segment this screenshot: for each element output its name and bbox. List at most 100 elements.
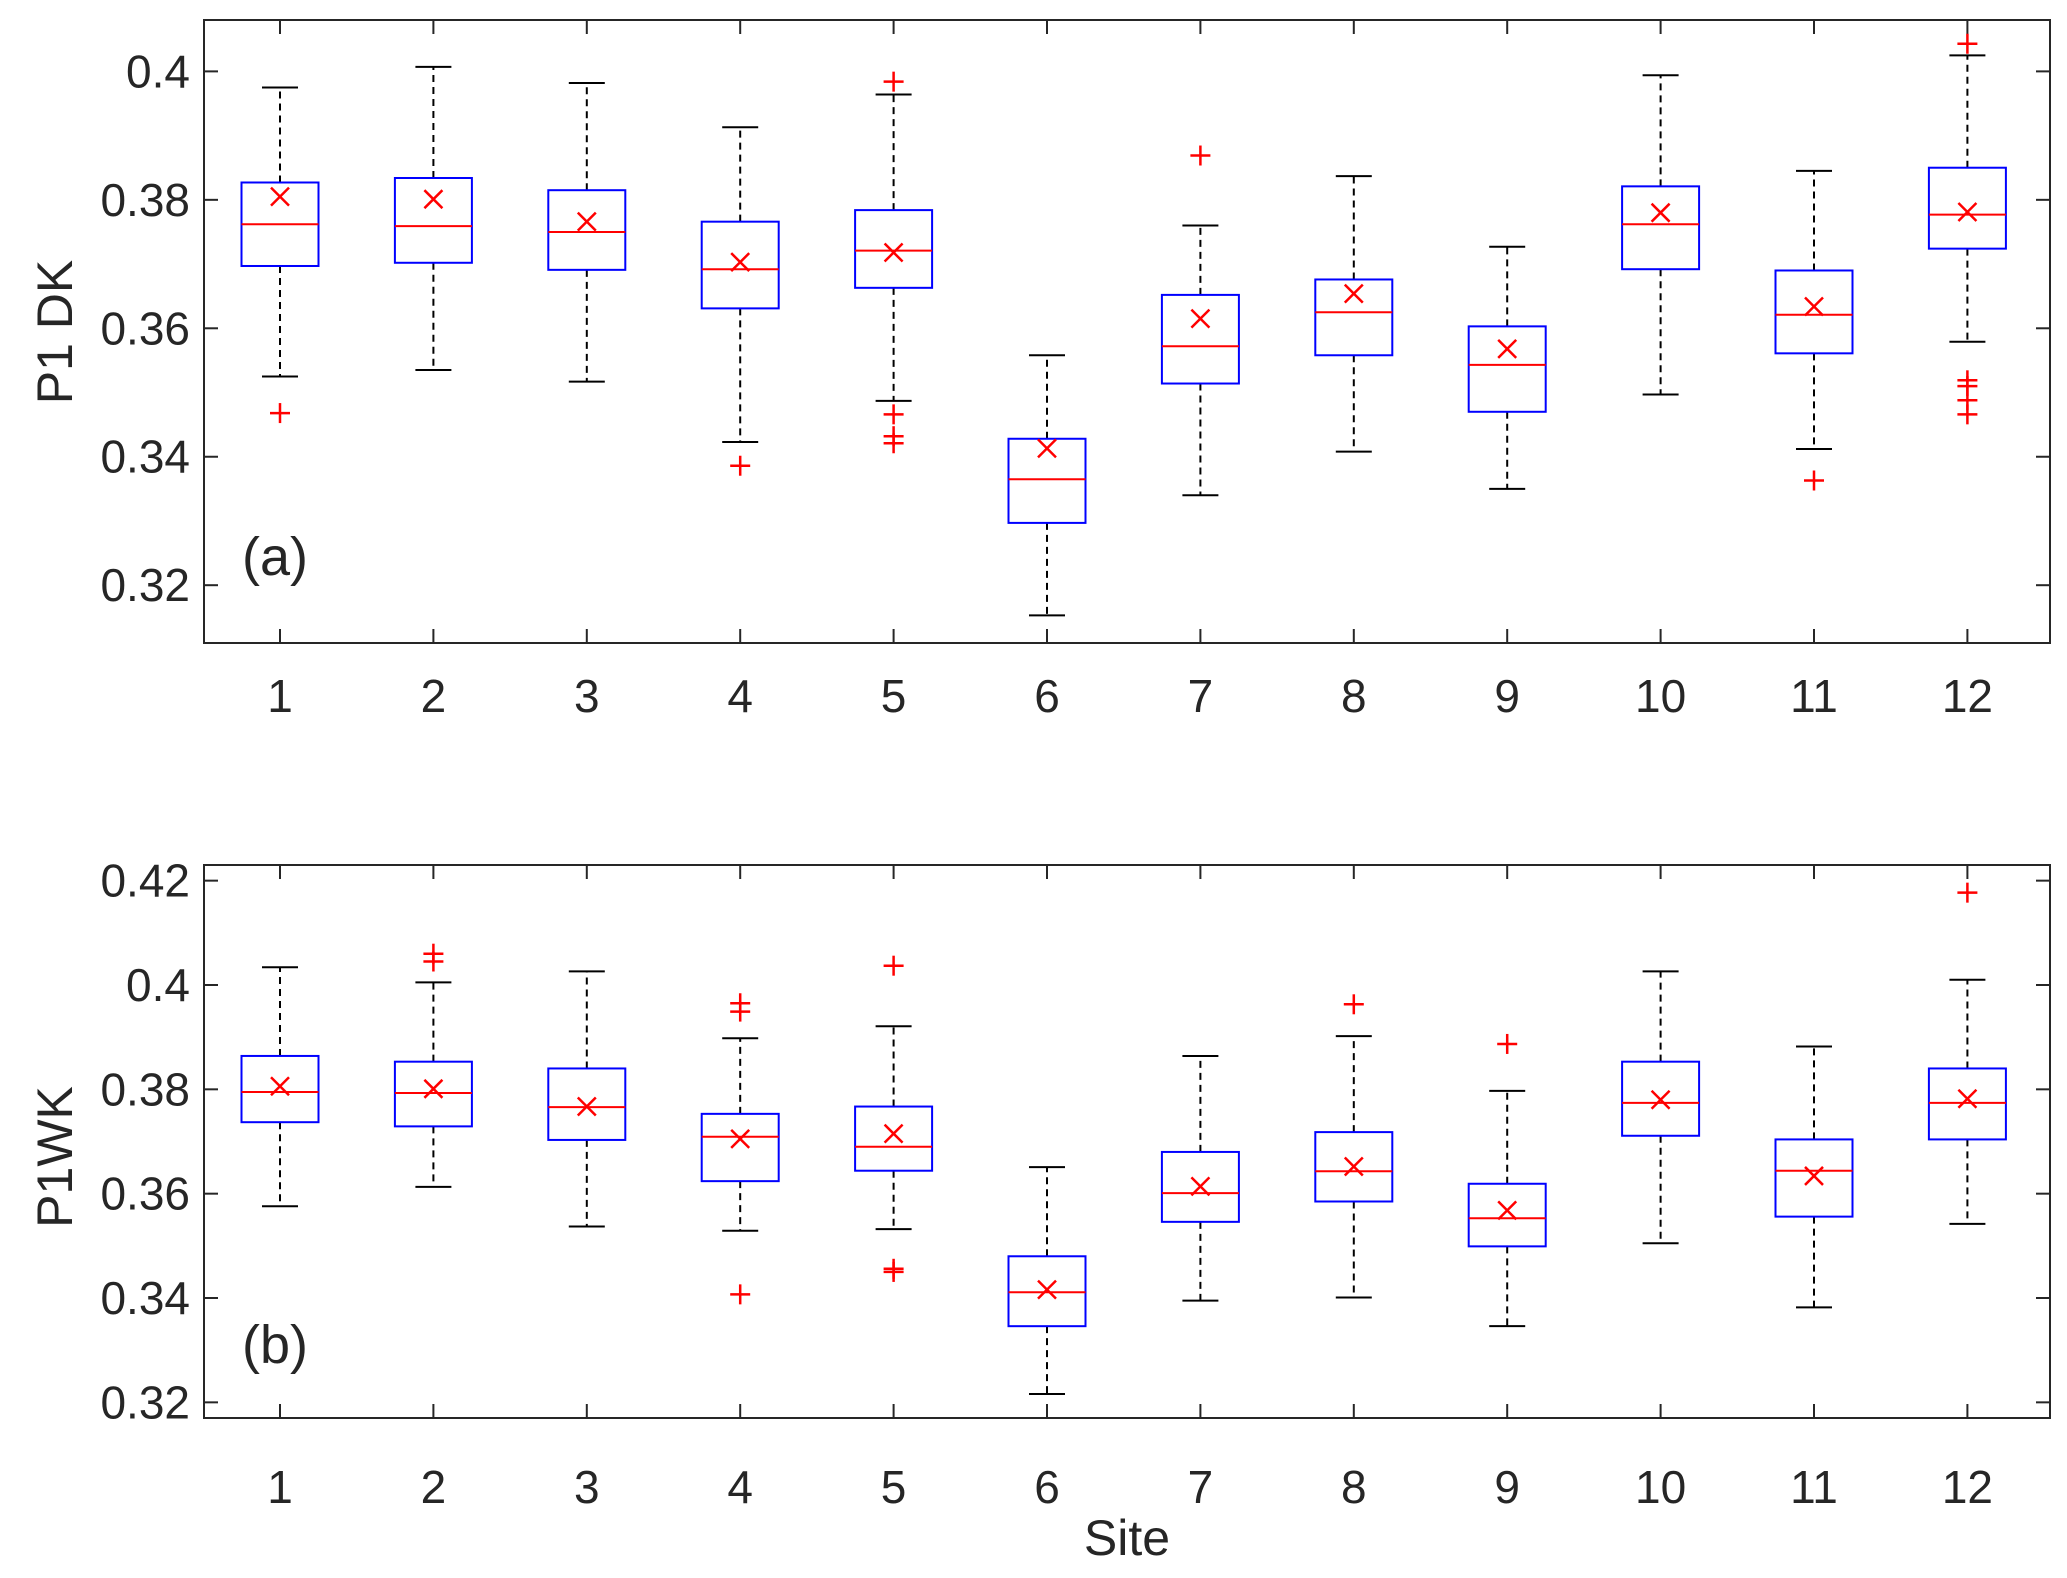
mean-marker-stroke	[423, 189, 444, 210]
x-tick-label: 4	[727, 1461, 753, 1513]
iqr-box	[1314, 1131, 1394, 1203]
outlier-marker	[883, 404, 904, 425]
panel-a-plot-area: 0.320.340.360.380.41 2 3 4 5 6 7 8 9 10 11 12	[100, 19, 2051, 722]
x-tick-label: 3	[574, 670, 600, 722]
y-tick-label: 0.34	[100, 1272, 190, 1324]
outlier-marker	[730, 455, 751, 476]
x-tick-label: 8	[1341, 1461, 1367, 1513]
iqr-box	[1927, 166, 2007, 250]
mean-marker	[883, 242, 904, 263]
mean-marker-stroke	[1957, 202, 1978, 222]
box-site-8	[1314, 175, 1394, 453]
box-site-6	[1007, 1166, 1087, 1396]
x-tick-label: 6	[1034, 1461, 1060, 1513]
box-site-11	[1774, 1045, 1854, 1309]
box-site-4	[700, 993, 780, 1305]
mean-marker	[1037, 1279, 1057, 1300]
mean-marker-stroke	[883, 1123, 904, 1144]
mean-marker-stroke	[730, 1129, 751, 1149]
mean-marker-stroke	[1804, 296, 1824, 317]
x-tick-label: 5	[881, 670, 907, 722]
mean-marker	[1497, 338, 1518, 359]
iqr-box	[1774, 269, 1854, 355]
y-tick-label: 0.38	[100, 1063, 190, 1115]
box-site-8	[1314, 994, 1394, 1299]
box-site-10	[1621, 970, 1701, 1245]
iqr-box	[547, 1067, 627, 1141]
x-tick-label: 10	[1635, 1461, 1686, 1513]
mean-marker	[1957, 202, 1978, 222]
outlier-marker	[883, 1261, 904, 1282]
box-site-9	[1467, 1033, 1547, 1328]
mean-marker	[270, 1076, 290, 1097]
mean-marker-stroke	[1650, 1089, 1671, 1110]
mean-marker-stroke	[1804, 1166, 1824, 1186]
box-site-9	[1467, 245, 1547, 490]
box-site-3	[547, 81, 627, 383]
iqr-box	[1927, 1067, 2007, 1141]
plot-frame	[203, 864, 2051, 1419]
box-site-12	[1927, 882, 2007, 1225]
iqr-box	[393, 176, 473, 264]
iqr-box	[1774, 1138, 1854, 1218]
mean-marker	[1804, 296, 1824, 317]
mean-marker-stroke	[576, 211, 597, 232]
y-tick-label: 0.32	[100, 559, 190, 611]
plot-frame	[203, 19, 2051, 644]
box-site-7	[1160, 1054, 1240, 1302]
iqr-box	[393, 1060, 473, 1128]
outlier-marker	[730, 1284, 751, 1305]
panel-b: 0.320.340.360.380.40.421 2 3 4 5 6 7 8 9 10 11 12 (…	[27, 855, 2051, 1566]
outlier-marker	[883, 71, 904, 92]
panel-b-plot-area: 0.320.340.360.380.40.421 2 3 4 5 6 7 8 9 10 11 12	[100, 855, 2051, 1513]
mean-marker-stroke	[1497, 338, 1518, 359]
x-tick-label: 8	[1341, 670, 1367, 722]
panel-b-label: (b)	[242, 1315, 308, 1375]
box-site-11	[1774, 169, 1854, 491]
mean-marker	[1343, 1156, 1364, 1177]
outlier-marker	[1957, 404, 1978, 425]
mean-marker	[1190, 1176, 1211, 1197]
mean-marker	[423, 189, 444, 210]
outlier-marker	[1957, 33, 1978, 54]
y-tick-label: 0.4	[126, 959, 190, 1011]
panel-a-label: (a)	[242, 527, 308, 587]
outlier-marker	[1804, 470, 1824, 491]
box-site-10	[1621, 74, 1701, 396]
x-tick-label: 2	[421, 1461, 447, 1513]
box-site-5	[854, 955, 934, 1282]
box-site-5	[854, 71, 934, 454]
mean-marker-stroke	[423, 1078, 444, 1099]
mean-marker	[423, 1078, 444, 1099]
x-tick-label: 6	[1034, 670, 1060, 722]
mean-marker-stroke	[1037, 1279, 1057, 1300]
panel-b-y-axis-label: P1WK	[27, 1086, 83, 1228]
x-tick-label: 4	[727, 670, 753, 722]
iqr-box	[1160, 293, 1240, 385]
box-site-3	[547, 970, 627, 1228]
outlier-marker	[1190, 145, 1211, 166]
outlier-marker	[883, 433, 904, 454]
outlier-marker	[1343, 994, 1364, 1015]
x-tick-label: 9	[1494, 670, 1520, 722]
mean-marker-stroke	[1190, 1176, 1211, 1197]
mean-marker-stroke	[270, 186, 290, 207]
x-tick-label: 11	[1790, 1461, 1838, 1513]
mean-marker	[576, 1096, 597, 1117]
mean-marker-stroke	[270, 1076, 290, 1097]
box-site-12	[1927, 33, 2007, 425]
outlier-marker	[1957, 882, 1978, 903]
mean-marker-stroke	[1190, 308, 1211, 329]
mean-marker	[1650, 202, 1671, 223]
y-tick-label: 0.36	[100, 302, 190, 354]
iqr-box	[854, 209, 934, 289]
x-tick-label: 12	[1942, 670, 1993, 722]
mean-marker	[270, 186, 290, 207]
iqr-box	[700, 1112, 780, 1183]
x-tick-label: 9	[1494, 1461, 1520, 1513]
mean-marker	[1037, 438, 1057, 459]
x-tick-label: 12	[1942, 1461, 1993, 1513]
outlier-marker	[270, 403, 290, 424]
